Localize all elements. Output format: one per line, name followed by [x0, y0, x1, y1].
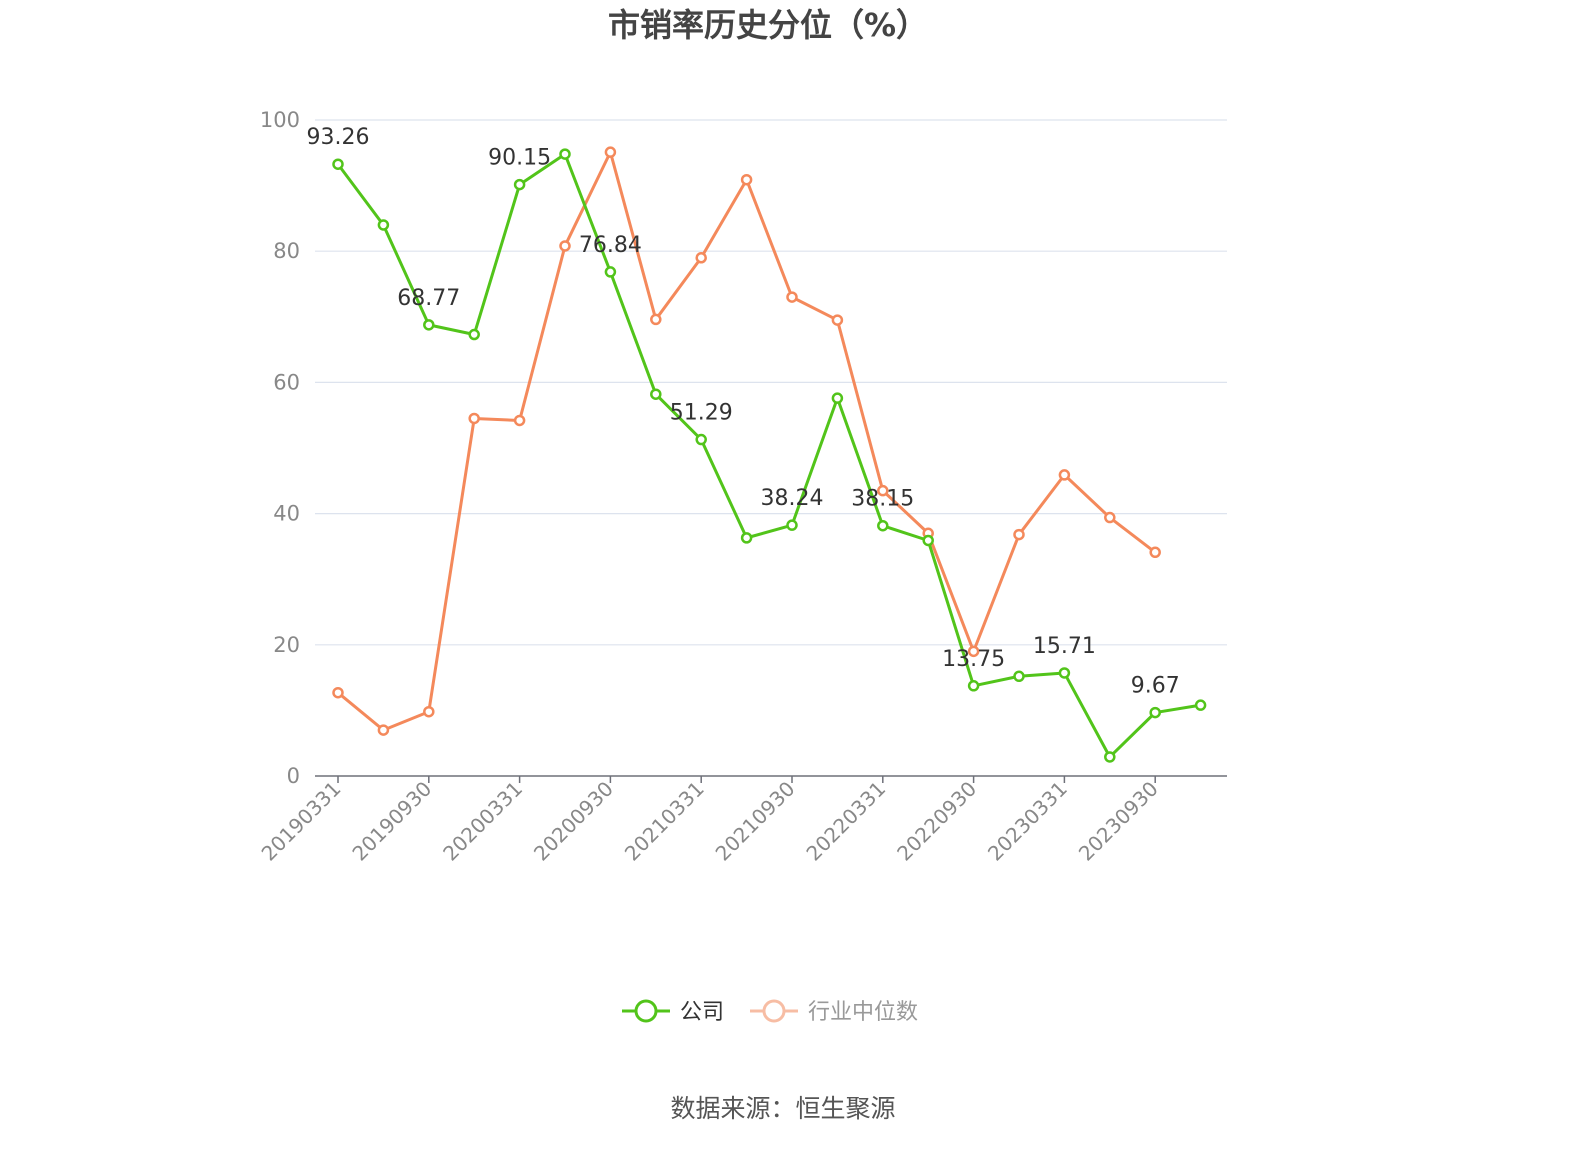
- data-point: [423, 705, 435, 718]
- data-point: [604, 266, 617, 278]
- x-tick-label: 20210331: [620, 777, 709, 866]
- legend-industry-label: 行业中位数: [808, 1000, 918, 1025]
- series-line: [336, 152, 1201, 759]
- data-point: [650, 313, 662, 326]
- data-point: [513, 414, 526, 427]
- data-point: [740, 532, 753, 544]
- data-label: 13.75: [942, 647, 1005, 672]
- data-point: [922, 534, 934, 547]
- x-axis: 20190331 20190930 20200331 20200930 20210331…: [257, 776, 1163, 866]
- data-label: 38.15: [851, 487, 914, 512]
- data-point: [1149, 546, 1161, 559]
- legend-item-industry[interactable]: 行业中位数: [750, 999, 918, 1025]
- data-source: 数据来源：恒生聚源: [670, 1094, 895, 1123]
- data-point: [967, 680, 980, 692]
- x-tick-label: 20190930: [347, 777, 436, 866]
- data-point: [831, 392, 844, 404]
- data-point: [377, 724, 390, 736]
- legend-company-marker: [634, 999, 658, 1023]
- data-point: [1149, 706, 1161, 719]
- x-tick-label: 20210930: [711, 777, 800, 866]
- data-label: 76.84: [579, 233, 642, 258]
- y-tick-label: 0: [287, 764, 300, 788]
- data-point: [559, 240, 571, 252]
- data-point: [1013, 528, 1025, 541]
- x-tick-label: 20220930: [892, 777, 981, 866]
- data-point: [877, 484, 889, 497]
- data-label: 68.77: [397, 286, 460, 311]
- data-point: [786, 519, 798, 531]
- data-point: [740, 173, 753, 186]
- y-tick-label: 40: [273, 502, 300, 526]
- data-label: 38.24: [761, 486, 824, 511]
- data-point: [1194, 699, 1207, 711]
- data-point: [604, 146, 617, 158]
- series-company: [332, 148, 1207, 763]
- data-point: [695, 252, 707, 264]
- x-tick-label: 20200930: [529, 777, 618, 866]
- data-point: [377, 219, 390, 231]
- data-point: [831, 314, 844, 326]
- data-point: [1104, 751, 1116, 763]
- data-point: [786, 291, 798, 303]
- y-tick-label: 80: [273, 239, 300, 263]
- data-point: [513, 178, 526, 191]
- data-point: [1104, 511, 1116, 524]
- data-point: [695, 433, 707, 446]
- data-point: [468, 328, 480, 341]
- data-point: [423, 319, 435, 331]
- data-label: 9.67: [1131, 674, 1180, 699]
- data-point: [1058, 469, 1071, 481]
- legend-industry-marker: [762, 999, 786, 1023]
- data-point: [1058, 667, 1071, 679]
- data-labels: 93.26 68.77 90.15 76.84 51.29 38.24 38.15 13.75…: [307, 125, 1180, 698]
- chart-title: 市销率历史分位（%）: [608, 6, 928, 44]
- data-point: [877, 519, 889, 532]
- x-tick-label: 20200331: [438, 777, 527, 866]
- y-tick-label: 100: [260, 108, 300, 132]
- legend-item-company[interactable]: 公司: [622, 999, 724, 1025]
- data-point: [650, 388, 662, 400]
- legend-company-label: 公司: [680, 1000, 724, 1025]
- data-point: [332, 686, 344, 699]
- data-label: 90.15: [488, 146, 551, 171]
- y-axis: 0 20 40 60 80 100: [260, 108, 300, 788]
- series-industry: [332, 146, 1161, 736]
- y-tick-label: 20: [273, 633, 300, 657]
- legend[interactable]: 公司 行业中位数: [622, 999, 918, 1025]
- series-layer: [332, 146, 1207, 763]
- data-point: [559, 148, 571, 160]
- x-tick-label: 20190331: [257, 777, 346, 866]
- y-tick-label: 60: [273, 370, 300, 394]
- x-tick-label: 20230930: [1074, 777, 1163, 866]
- data-label: 93.26: [307, 125, 370, 150]
- data-point: [1013, 670, 1025, 683]
- data-label: 15.71: [1033, 634, 1096, 659]
- data-point: [332, 158, 344, 170]
- data-label: 51.29: [670, 401, 733, 426]
- x-tick-label: 20230331: [983, 777, 1072, 866]
- data-point: [468, 412, 480, 425]
- grid: [315, 119, 1227, 646]
- data-point: [967, 645, 980, 658]
- x-tick-label: 20220331: [801, 777, 890, 866]
